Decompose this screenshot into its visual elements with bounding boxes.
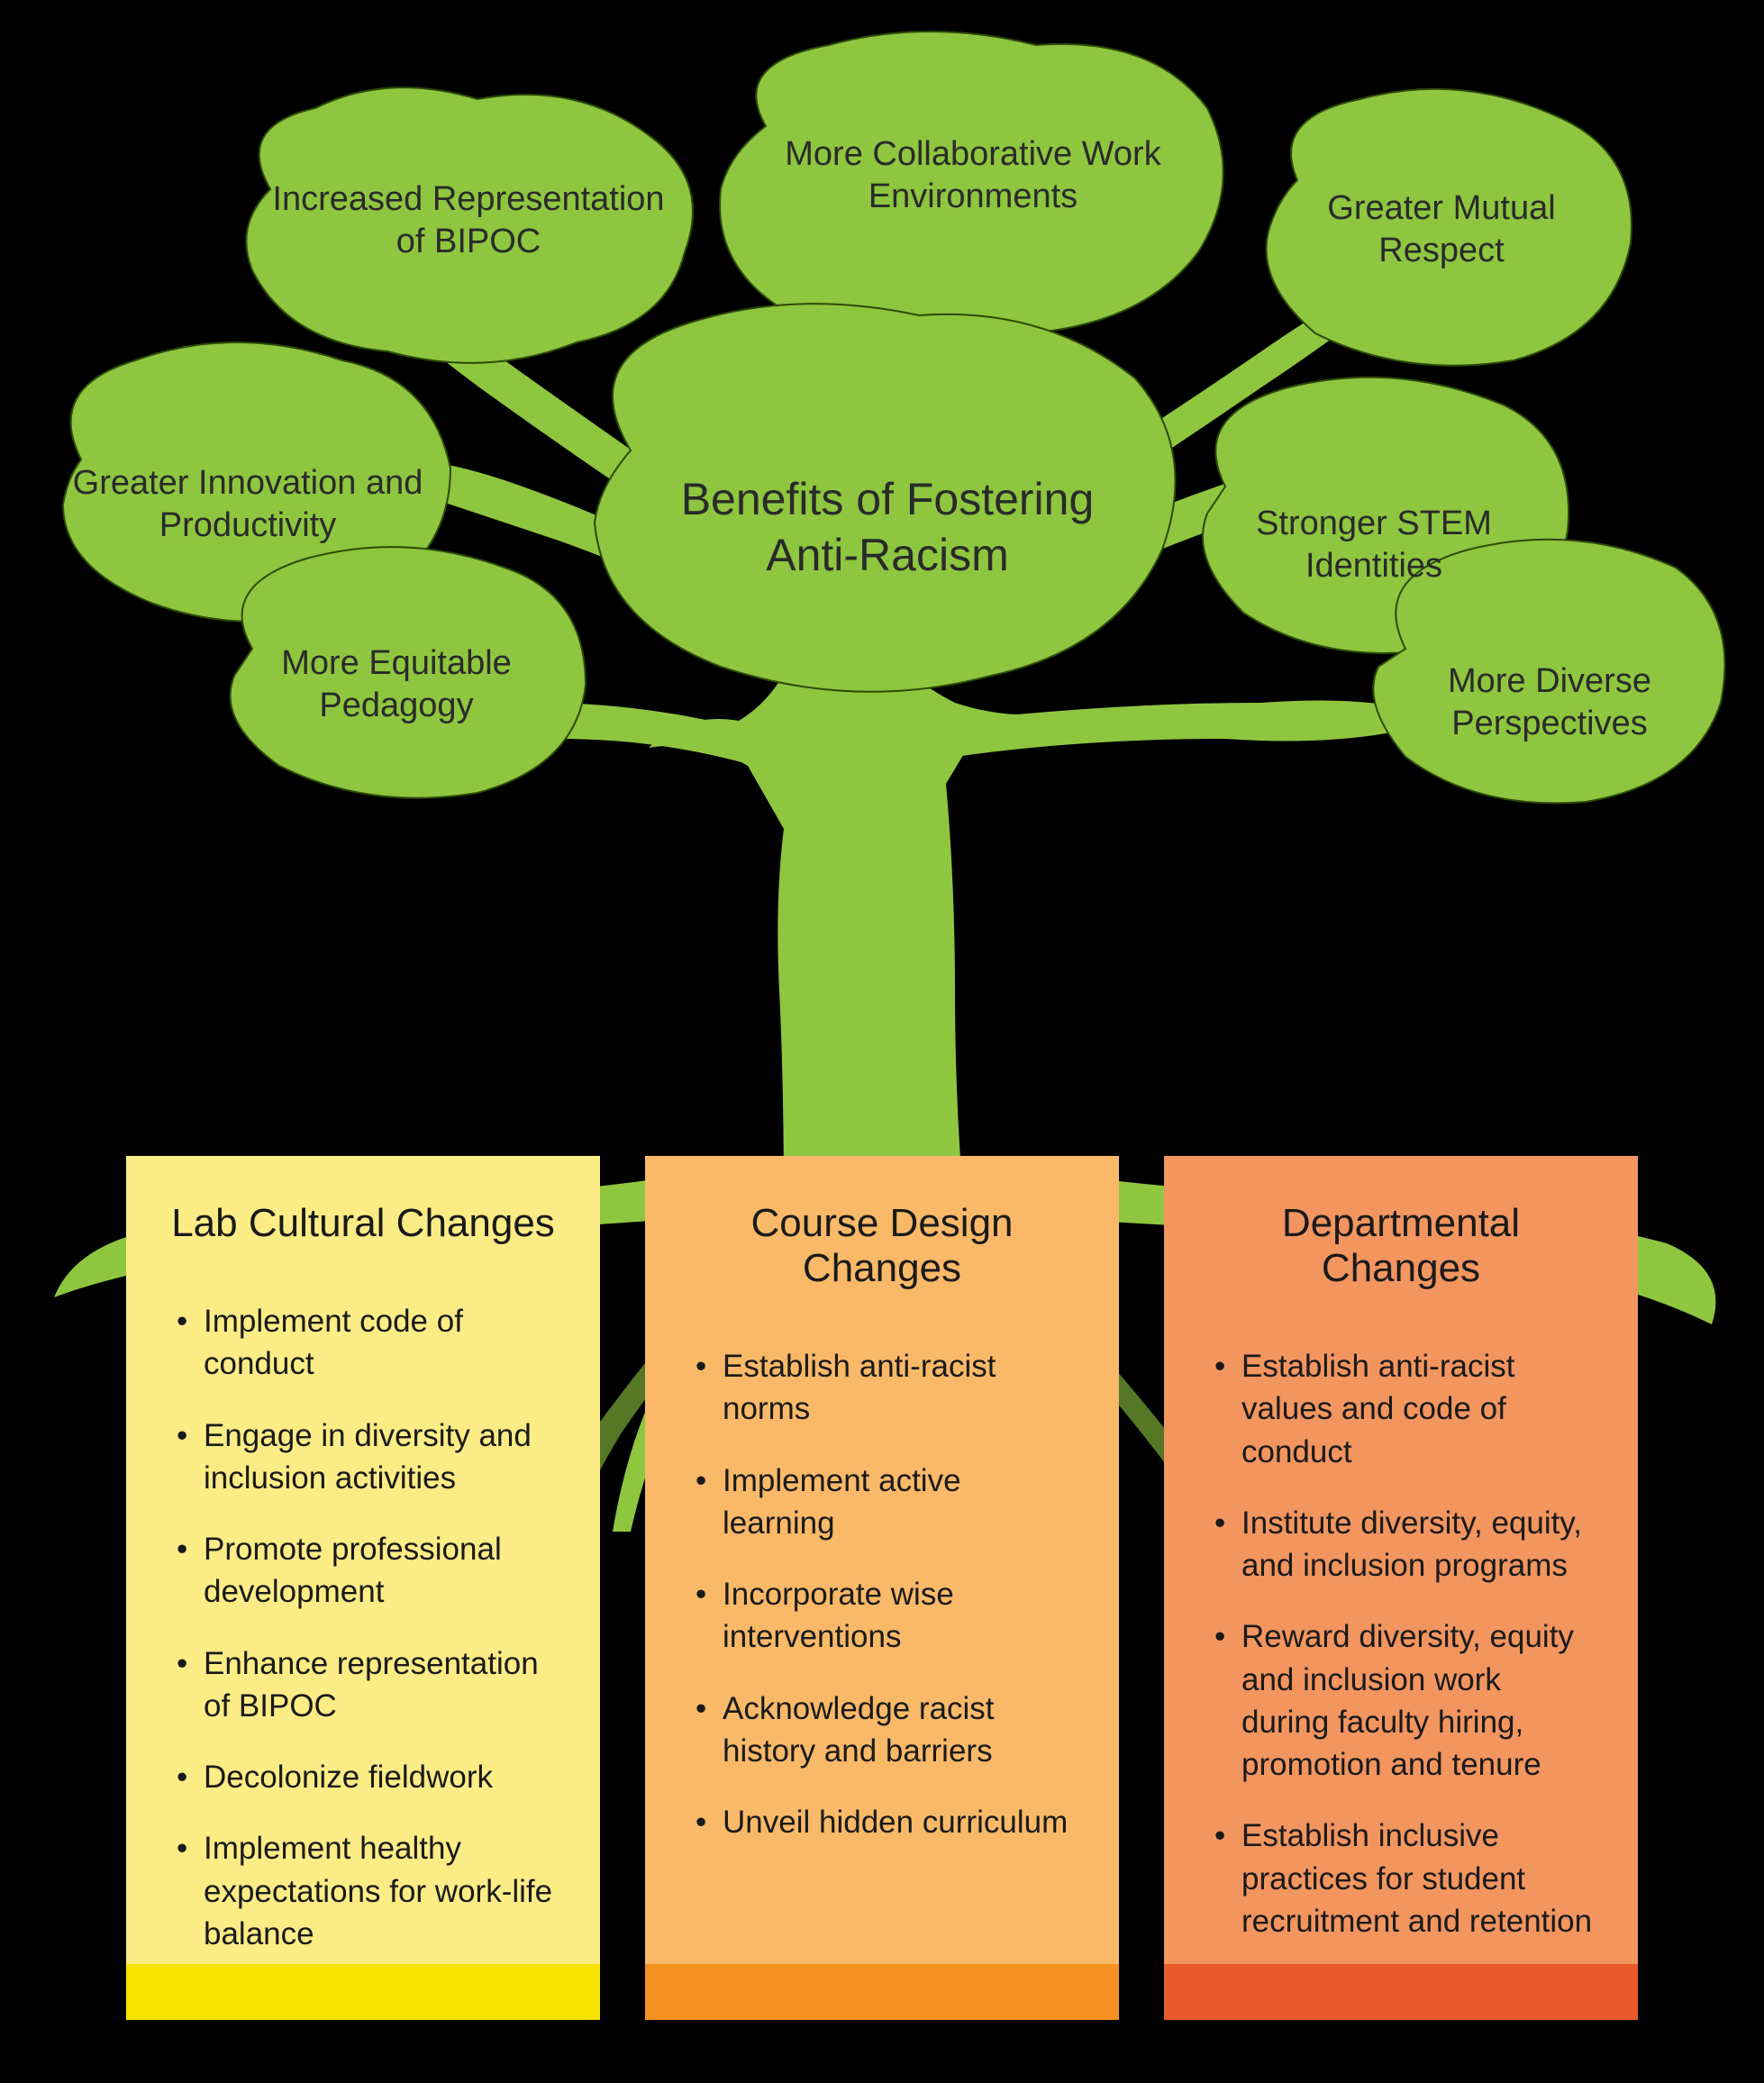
column-lab: Lab Cultural Changes Implement code of c… bbox=[126, 1156, 600, 2020]
list-item: Establish inclusive practices for studen… bbox=[1209, 1815, 1593, 1942]
center-title-line1: Benefits of Fostering bbox=[681, 474, 1095, 524]
column-list: Establish anti-racist norms Implement ac… bbox=[690, 1345, 1074, 1843]
leaf-text: Increased Representation of BIPOC bbox=[261, 178, 676, 264]
list-item: Decolonize fieldwork bbox=[171, 1756, 555, 1798]
leaf-center-title: Benefits of Fostering Anti-Racism bbox=[649, 450, 1126, 604]
column-course: Course Design Changes Establish anti-rac… bbox=[645, 1156, 1119, 2020]
list-item: Establish anti-racist norms bbox=[690, 1345, 1074, 1431]
column-title: Lab Cultural Changes bbox=[171, 1201, 555, 1246]
leaf-text: More Equitable Pedagogy bbox=[252, 642, 541, 728]
columns-row: Lab Cultural Changes Implement code of c… bbox=[126, 1156, 1638, 2020]
infographic-container: Increased Representation of BIPOC More C… bbox=[0, 0, 1764, 2083]
list-item: Reward diversity, equity and inclusion w… bbox=[1209, 1615, 1593, 1786]
leaf-bipoc: Increased Representation of BIPOC bbox=[261, 153, 676, 288]
list-item: Establish anti-racist values and code of… bbox=[1209, 1345, 1593, 1473]
leaf-text: Greater Mutual Respect bbox=[1288, 187, 1595, 273]
leaf-text: More Collaborative Work Environments bbox=[757, 133, 1189, 219]
column-footer bbox=[1164, 1964, 1638, 2020]
leaf-diverse: More Diverse Perspectives bbox=[1405, 649, 1694, 757]
list-item: Unveil hidden curriculum bbox=[690, 1801, 1074, 1843]
leaf-innovation: Greater Innovation and Productivity bbox=[72, 441, 423, 568]
column-footer bbox=[126, 1964, 600, 2020]
center-title: Benefits of Fostering Anti-Racism bbox=[681, 471, 1095, 584]
column-footer bbox=[645, 1964, 1119, 2020]
leaf-collab: More Collaborative Work Environments bbox=[757, 108, 1189, 243]
column-title: Departmental Changes bbox=[1209, 1201, 1593, 1291]
column-dept: Departmental Changes Establish anti-raci… bbox=[1164, 1156, 1638, 2020]
list-item: Promote professional development bbox=[171, 1528, 555, 1614]
leaf-pedagogy: More Equitable Pedagogy bbox=[252, 631, 541, 739]
list-item: Engage in diversity and inclusion activi… bbox=[171, 1414, 555, 1500]
center-title-line2: Anti-Racism bbox=[766, 530, 1008, 580]
list-item: Implement healthy expectations for work-… bbox=[171, 1827, 555, 1955]
leaf-text: Greater Innovation and Productivity bbox=[72, 462, 423, 548]
list-item: Acknowledge racist history and barriers bbox=[690, 1687, 1074, 1773]
column-list: Establish anti-racist values and code of… bbox=[1209, 1345, 1593, 1942]
list-item: Incorporate wise interventions bbox=[690, 1573, 1074, 1659]
list-item: Institute diversity, equity, and inclusi… bbox=[1209, 1502, 1593, 1587]
leaf-respect: Greater Mutual Respect bbox=[1288, 171, 1595, 288]
column-list: Implement code of conduct Engage in dive… bbox=[171, 1300, 555, 1955]
leaf-text: Stronger STEM Identities bbox=[1225, 503, 1523, 588]
column-title: Course Design Changes bbox=[690, 1201, 1074, 1291]
list-item: Implement active learning bbox=[690, 1460, 1074, 1545]
list-item: Implement code of conduct bbox=[171, 1300, 555, 1386]
leaf-text: More Diverse Perspectives bbox=[1405, 660, 1694, 746]
leaf-stem: Stronger STEM Identities bbox=[1225, 487, 1523, 604]
list-item: Enhance representation of BIPOC bbox=[171, 1642, 555, 1728]
